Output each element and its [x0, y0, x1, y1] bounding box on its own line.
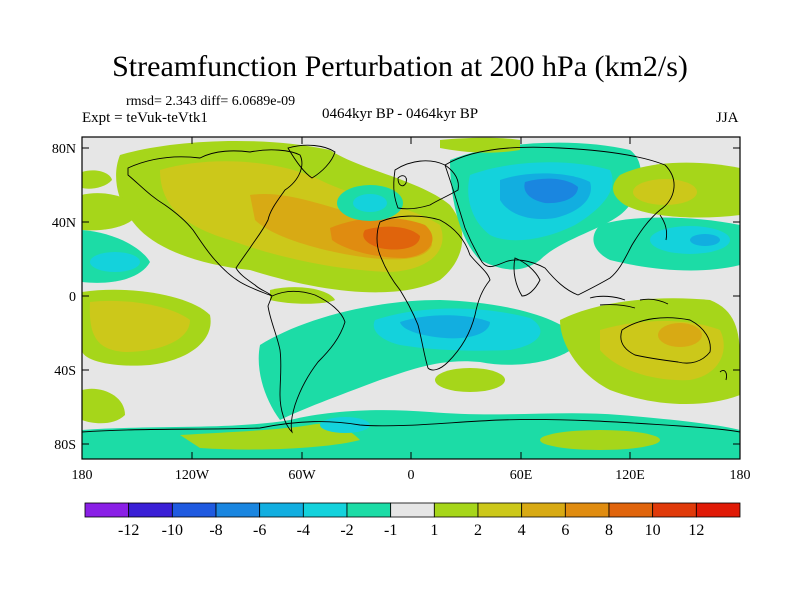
x-tick-label: 60W [288, 468, 316, 483]
colorbar-label: -10 [162, 522, 183, 539]
plot-title: Streamfunction Perturbation at 200 hPa (… [112, 50, 688, 83]
y-tick-label: 80S [54, 438, 76, 453]
coast-antarctica [82, 419, 740, 433]
coast-indonesia [589, 295, 669, 309]
colorbar-swatch [171, 502, 217, 518]
colorbar-swatch [390, 502, 435, 518]
season-label: JJA [716, 110, 739, 126]
contour-positive-npacific-inner [633, 179, 697, 205]
contour-negative-leftside-inner [90, 252, 140, 272]
stats-line: rmsd= 2.343 diff= 6.0689e-09 [126, 94, 296, 109]
x-tick-label: 60E [510, 468, 533, 483]
contour-positive-westpacific [82, 193, 140, 231]
coast-europe [393, 160, 459, 210]
colorbar-swatch [302, 502, 348, 518]
colorbar-label: 8 [605, 522, 613, 539]
contour-positive-tropic-pacific-inner [89, 300, 190, 352]
coastlines [82, 144, 740, 434]
x-tick-label: 120E [615, 468, 645, 483]
y-tick-labels: 80N 40N 0 40S 80S [52, 142, 76, 453]
contour-negative-south-3 [400, 315, 490, 339]
colorbar-labels: -12 -10 -8 -6 -4 -2 -1 1 2 4 6 8 10 12 [118, 522, 704, 539]
colorbar [84, 502, 741, 518]
y-ticks [82, 147, 740, 445]
colorbar-label: 10 [645, 522, 661, 539]
y-tick-label: 0 [69, 290, 76, 305]
colorbar-label: 12 [688, 522, 704, 539]
colorbar-label: -8 [209, 522, 222, 539]
colorbar-swatch [128, 502, 173, 518]
colorbar-swatch [652, 502, 697, 518]
experiment-label: Expt = teVuk-teVtk1 [82, 110, 208, 126]
colorbar-swatch [84, 502, 130, 518]
contour-positive-antarctic-2 [540, 430, 660, 450]
colorbar-label: -6 [253, 522, 266, 539]
colorbar-swatch [521, 502, 566, 518]
colorbar-label: 2 [474, 522, 482, 539]
y-tick-label: 40N [52, 216, 76, 231]
x-tick-label: 0 [408, 468, 415, 483]
contour-negative-atlantic-inner [353, 194, 387, 212]
coast-nz [719, 369, 727, 381]
contour-positive-left-top [82, 170, 112, 189]
contour-positive-antarctic [180, 423, 360, 450]
coast-greenland [287, 144, 336, 179]
contour-negative-pacific-core [690, 234, 720, 246]
contour-fills [82, 137, 740, 459]
coast-australia [620, 317, 711, 364]
coast-india [513, 257, 541, 297]
colorbar-swatch [695, 502, 741, 518]
colorbar-label: 6 [561, 522, 569, 539]
map-panel [82, 137, 740, 459]
colorbar-swatch [477, 502, 523, 518]
x-tick-label: 180 [730, 468, 751, 483]
colorbar-label: -2 [340, 522, 353, 539]
contour-positive-spacific [82, 388, 125, 424]
colorbar-label: -4 [297, 522, 310, 539]
coast-uk [397, 175, 407, 187]
colorbar-swatch [608, 502, 654, 518]
coast-africa [376, 215, 491, 371]
colorbar-label: 1 [430, 522, 438, 539]
contour-positive-southatlantic [435, 368, 505, 392]
contour-negative-tropic-atlantic [270, 287, 335, 304]
coast-south-america [267, 290, 346, 434]
y-tick-label: 80N [52, 142, 76, 157]
colorbar-label: 4 [518, 522, 526, 539]
y-tick-label: 40S [54, 364, 76, 379]
colorbar-label: -12 [118, 522, 139, 539]
coast-north-america [127, 149, 303, 297]
colorbar-swatch [564, 502, 610, 518]
colorbar-label: -1 [384, 522, 397, 539]
x-tick-label: 120W [175, 468, 210, 483]
contour-negative-antarctic-core [320, 417, 370, 433]
x-tick-labels: 180 120W 60W 0 60E 120E 180 [72, 468, 751, 483]
colorbar-swatch [346, 502, 392, 518]
period-label: 0464kyr BP - 0464kyr BP [322, 106, 479, 122]
contour-positive-australia-core [658, 323, 702, 347]
coast-asia [444, 146, 675, 296]
colorbar-swatch [215, 502, 261, 518]
x-tick-label: 180 [72, 468, 93, 483]
x-ticks [191, 137, 631, 459]
colorbar-swatch [259, 502, 304, 518]
contour-negative-asia-core [524, 178, 578, 204]
coast-japan [659, 214, 668, 241]
colorbar-swatch [433, 502, 479, 518]
